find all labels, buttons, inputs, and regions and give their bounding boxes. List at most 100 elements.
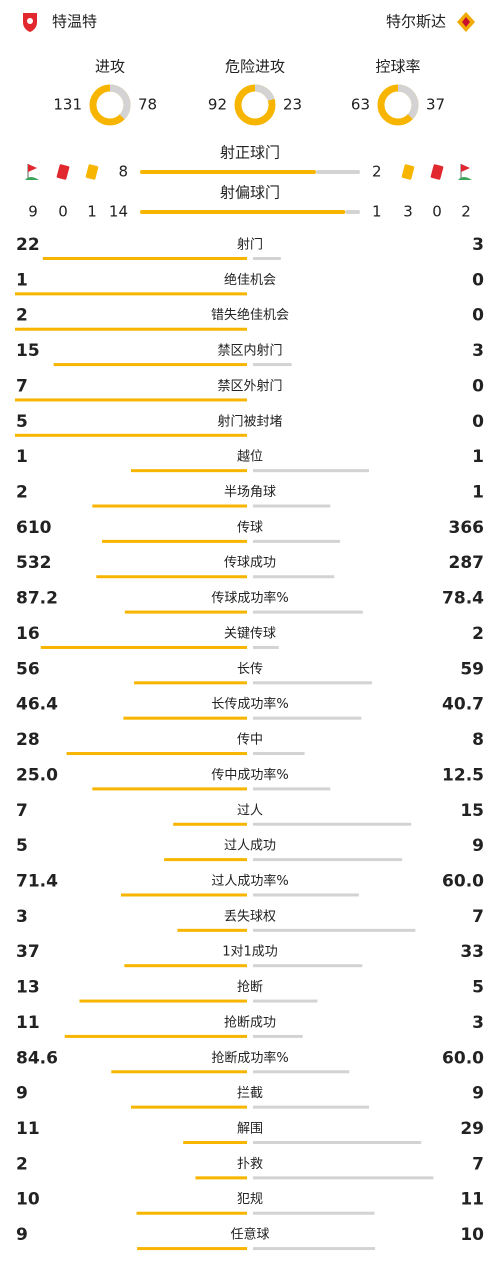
away-name: 特尔斯达 xyxy=(386,13,446,31)
stat-bar-away xyxy=(253,681,373,685)
home-name: 特温特 xyxy=(52,13,97,31)
stat-away: 60.0 xyxy=(442,1048,484,1068)
summary-away: 78 xyxy=(138,96,157,114)
stat-bar-home xyxy=(15,398,247,402)
stat-home: 15 xyxy=(16,341,40,361)
stat-label: 越位 xyxy=(237,450,263,465)
stat-bar-home xyxy=(40,645,248,649)
stat-bar-home xyxy=(195,1176,247,1180)
stat-away: 366 xyxy=(449,518,485,538)
stat-label: 犯规 xyxy=(237,1192,263,1207)
stat-bar-home xyxy=(177,928,247,932)
stat-label: 抢断成功率% xyxy=(211,1050,288,1066)
stat-away: 12.5 xyxy=(442,765,484,785)
stat-bar-home xyxy=(15,433,247,437)
stat-bar-away xyxy=(253,469,369,473)
stat-bar-away xyxy=(253,1247,376,1251)
stat-away: 29 xyxy=(460,1119,484,1139)
stat-bar-home xyxy=(102,539,247,543)
stat-home: 28 xyxy=(16,730,40,750)
stat-home: 3 xyxy=(16,907,28,927)
stat-away: 10 xyxy=(460,1225,484,1245)
stat-bar-away xyxy=(253,363,292,367)
stat-away: 0 xyxy=(472,306,484,326)
donut-away xyxy=(89,84,131,126)
stat-label: 传中成功率% xyxy=(211,767,288,783)
stat-label: 绝佳机会 xyxy=(224,272,276,288)
stat-bar-away xyxy=(253,645,279,649)
shots-away: 2 xyxy=(372,163,382,181)
stat-home: 25.0 xyxy=(16,765,58,785)
stat-away: 0 xyxy=(472,270,484,290)
stat-bar-away xyxy=(253,964,363,968)
stat-away: 60.0 xyxy=(442,871,484,891)
stat-bar-away xyxy=(253,999,318,1003)
stat-label: 丢失球权 xyxy=(224,908,276,924)
stat-bar-home xyxy=(92,504,247,508)
stat-away: 3 xyxy=(472,341,484,361)
stat-home: 7 xyxy=(16,376,28,396)
stat-label: 关键传球 xyxy=(224,626,276,641)
stat-home: 9 xyxy=(16,1084,28,1104)
stat-label: 禁区内射门 xyxy=(217,343,282,359)
stat-home: 2 xyxy=(16,483,28,503)
away-red-cards: 0 xyxy=(432,203,442,221)
summary-away: 23 xyxy=(283,96,302,114)
red-card-icon xyxy=(56,164,70,180)
stat-away: 2 xyxy=(472,624,484,644)
corner-flag-icon xyxy=(25,177,39,180)
shots-home: 14 xyxy=(109,203,128,221)
stat-label: 任意球 xyxy=(230,1227,269,1243)
stat-label: 禁区外射门 xyxy=(217,378,282,394)
stat-bar-away xyxy=(253,1034,303,1038)
stat-away: 8 xyxy=(472,730,484,750)
stat-away: 3 xyxy=(472,1013,484,1033)
stat-label: 半场角球 xyxy=(224,485,276,500)
stat-away: 1 xyxy=(472,447,484,467)
stat-bar-home xyxy=(124,610,247,614)
stat-bar-home xyxy=(136,1211,247,1215)
stat-label: 抢断 xyxy=(237,979,263,995)
stat-away: 11 xyxy=(460,1190,484,1210)
shots-home: 8 xyxy=(118,163,128,181)
stat-away: 78.4 xyxy=(442,589,484,609)
stat-label: 1对1成功 xyxy=(222,945,278,960)
stat-bar-home xyxy=(134,681,247,685)
summary-home: 63 xyxy=(351,96,370,114)
stat-bar-away xyxy=(253,893,359,897)
summary-home: 92 xyxy=(208,96,227,114)
stat-bar-home xyxy=(111,1070,247,1074)
stat-bar-away xyxy=(253,1141,422,1144)
stat-home: 532 xyxy=(16,553,52,573)
home-corners: 9 xyxy=(28,203,38,221)
stat-away: 5 xyxy=(472,978,484,998)
home-yellow-cards: 1 xyxy=(87,203,97,221)
stat-bar-home xyxy=(131,469,247,473)
corner-flag-icon xyxy=(28,164,37,172)
red-card-icon xyxy=(430,164,444,180)
stat-bar-home xyxy=(64,1034,247,1038)
corner-flag-icon xyxy=(458,177,472,180)
summary-label: 危险进攻 xyxy=(225,58,285,76)
stat-bar-home xyxy=(96,575,247,579)
shots-bar-home xyxy=(140,170,316,174)
stat-bar-home xyxy=(124,964,247,968)
summary-away: 37 xyxy=(426,96,445,114)
stat-bar-home xyxy=(131,1105,247,1109)
summary-label: 进攻 xyxy=(95,58,125,76)
away-corners: 2 xyxy=(461,203,471,221)
away-yellow-cards: 3 xyxy=(403,203,413,221)
stat-bar-away xyxy=(253,1105,369,1109)
stat-home: 9 xyxy=(16,1225,28,1245)
stat-bar-away xyxy=(253,1176,434,1180)
stat-home: 13 xyxy=(16,978,40,998)
stat-label: 过人成功 xyxy=(224,839,276,854)
stat-label: 扑救 xyxy=(237,1156,263,1172)
stat-bar-home xyxy=(42,257,248,260)
corner-flag-icon xyxy=(461,164,470,172)
stat-away: 7 xyxy=(472,907,484,927)
stat-home: 7 xyxy=(16,801,28,821)
stat-label: 射门被封堵 xyxy=(217,413,282,429)
stat-bar-home xyxy=(15,292,247,296)
